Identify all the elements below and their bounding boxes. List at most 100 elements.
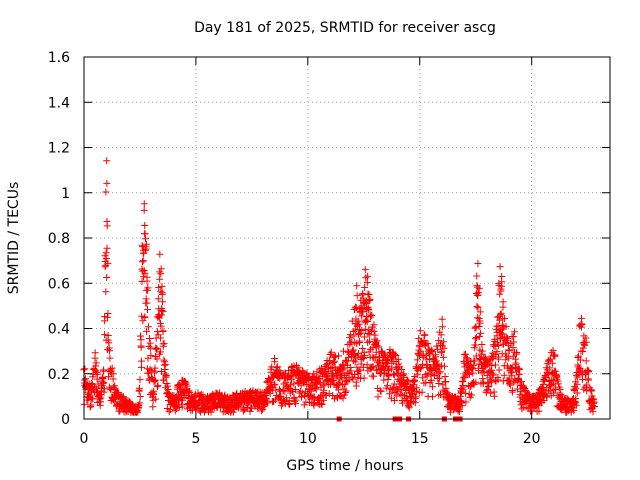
data-point [416, 365, 424, 373]
data-point [92, 359, 100, 367]
data-point [139, 258, 147, 266]
data-point [570, 407, 578, 415]
data-point [392, 351, 400, 359]
data-point [101, 317, 109, 325]
data-point [474, 289, 482, 297]
data-point [589, 408, 597, 416]
data-point [472, 378, 480, 386]
data-point [369, 363, 377, 371]
data-point [572, 384, 580, 392]
data-point [535, 407, 543, 415]
data-point [543, 393, 551, 401]
data-point [303, 369, 311, 377]
data-point [151, 377, 159, 385]
data-point [462, 398, 470, 406]
chart-title: Day 181 of 2025, SRMTID for receiver asc… [194, 20, 496, 36]
data-point [156, 275, 164, 283]
data-point [418, 388, 426, 396]
y-tick-label: 0 [61, 412, 70, 428]
data-point [472, 341, 480, 349]
data-point [551, 351, 559, 359]
data-point [102, 288, 110, 296]
data-point [146, 366, 154, 374]
data-series [80, 157, 598, 422]
data-point [545, 356, 553, 364]
data-point [513, 348, 521, 356]
data-point [161, 366, 169, 374]
data-point [360, 333, 368, 341]
data-point [92, 362, 100, 370]
data-point [461, 350, 469, 358]
data-point [440, 362, 448, 370]
data-point [510, 328, 518, 336]
data-point [352, 378, 360, 386]
data-point [435, 380, 443, 388]
data-point [584, 367, 592, 375]
tick-labels: 0 5 10 15 20 0 0.2 0.4 0.6 0.8 1 1.2 1.4 1.6 [48, 50, 541, 447]
x-tick-label: 15 [411, 431, 429, 447]
data-point [314, 374, 322, 382]
data-point [370, 372, 378, 380]
data-point [459, 383, 467, 391]
data-point [94, 380, 102, 388]
data-point [554, 380, 562, 388]
data-point [474, 259, 482, 267]
data-point [497, 309, 505, 317]
data-point [100, 378, 108, 386]
data-point [417, 363, 425, 371]
data-point [434, 360, 442, 368]
data-point [335, 352, 343, 360]
data-point [456, 392, 464, 400]
data-point [156, 250, 164, 258]
data-point [100, 366, 108, 374]
data-point [342, 387, 350, 395]
data-point [573, 380, 581, 388]
data-point [158, 298, 166, 306]
data-point [482, 387, 490, 395]
data-point [347, 367, 355, 375]
data-point [546, 364, 554, 372]
data-point [151, 364, 159, 372]
data-point [265, 375, 273, 383]
data-point [416, 327, 424, 335]
data-point [139, 257, 147, 265]
data-point [585, 367, 593, 375]
y-axis-label: SRMTID / TECUs [6, 182, 22, 295]
data-point [160, 340, 168, 348]
data-point [359, 308, 367, 316]
data-point [493, 348, 501, 356]
data-point [473, 272, 481, 280]
data-point [377, 347, 385, 355]
data-point [502, 356, 510, 364]
data-point [160, 356, 168, 364]
data-point [194, 401, 202, 409]
data-point [259, 405, 267, 413]
data-point [508, 386, 516, 394]
data-point [109, 383, 117, 391]
data-point [353, 282, 361, 290]
data-point [141, 221, 149, 229]
data-point [489, 371, 497, 379]
data-point [158, 290, 166, 298]
data-point [322, 391, 330, 399]
x-tick-label: 5 [191, 431, 200, 447]
data-point [103, 179, 111, 187]
data-point [96, 390, 104, 398]
data-point [270, 381, 278, 389]
data-point [330, 353, 338, 361]
data-point [398, 366, 406, 374]
data-point [239, 407, 247, 415]
data-point [351, 358, 359, 366]
data-point [157, 348, 165, 356]
data-point [104, 309, 112, 317]
data-point [548, 359, 556, 367]
data-point [331, 353, 339, 361]
data-point [467, 391, 475, 399]
data-point [175, 395, 183, 403]
data-point [106, 385, 114, 393]
y-tick-label: 0.8 [48, 231, 70, 247]
data-point [148, 389, 156, 397]
data-point [572, 395, 580, 403]
data-point [428, 348, 436, 356]
data-point [439, 353, 447, 361]
